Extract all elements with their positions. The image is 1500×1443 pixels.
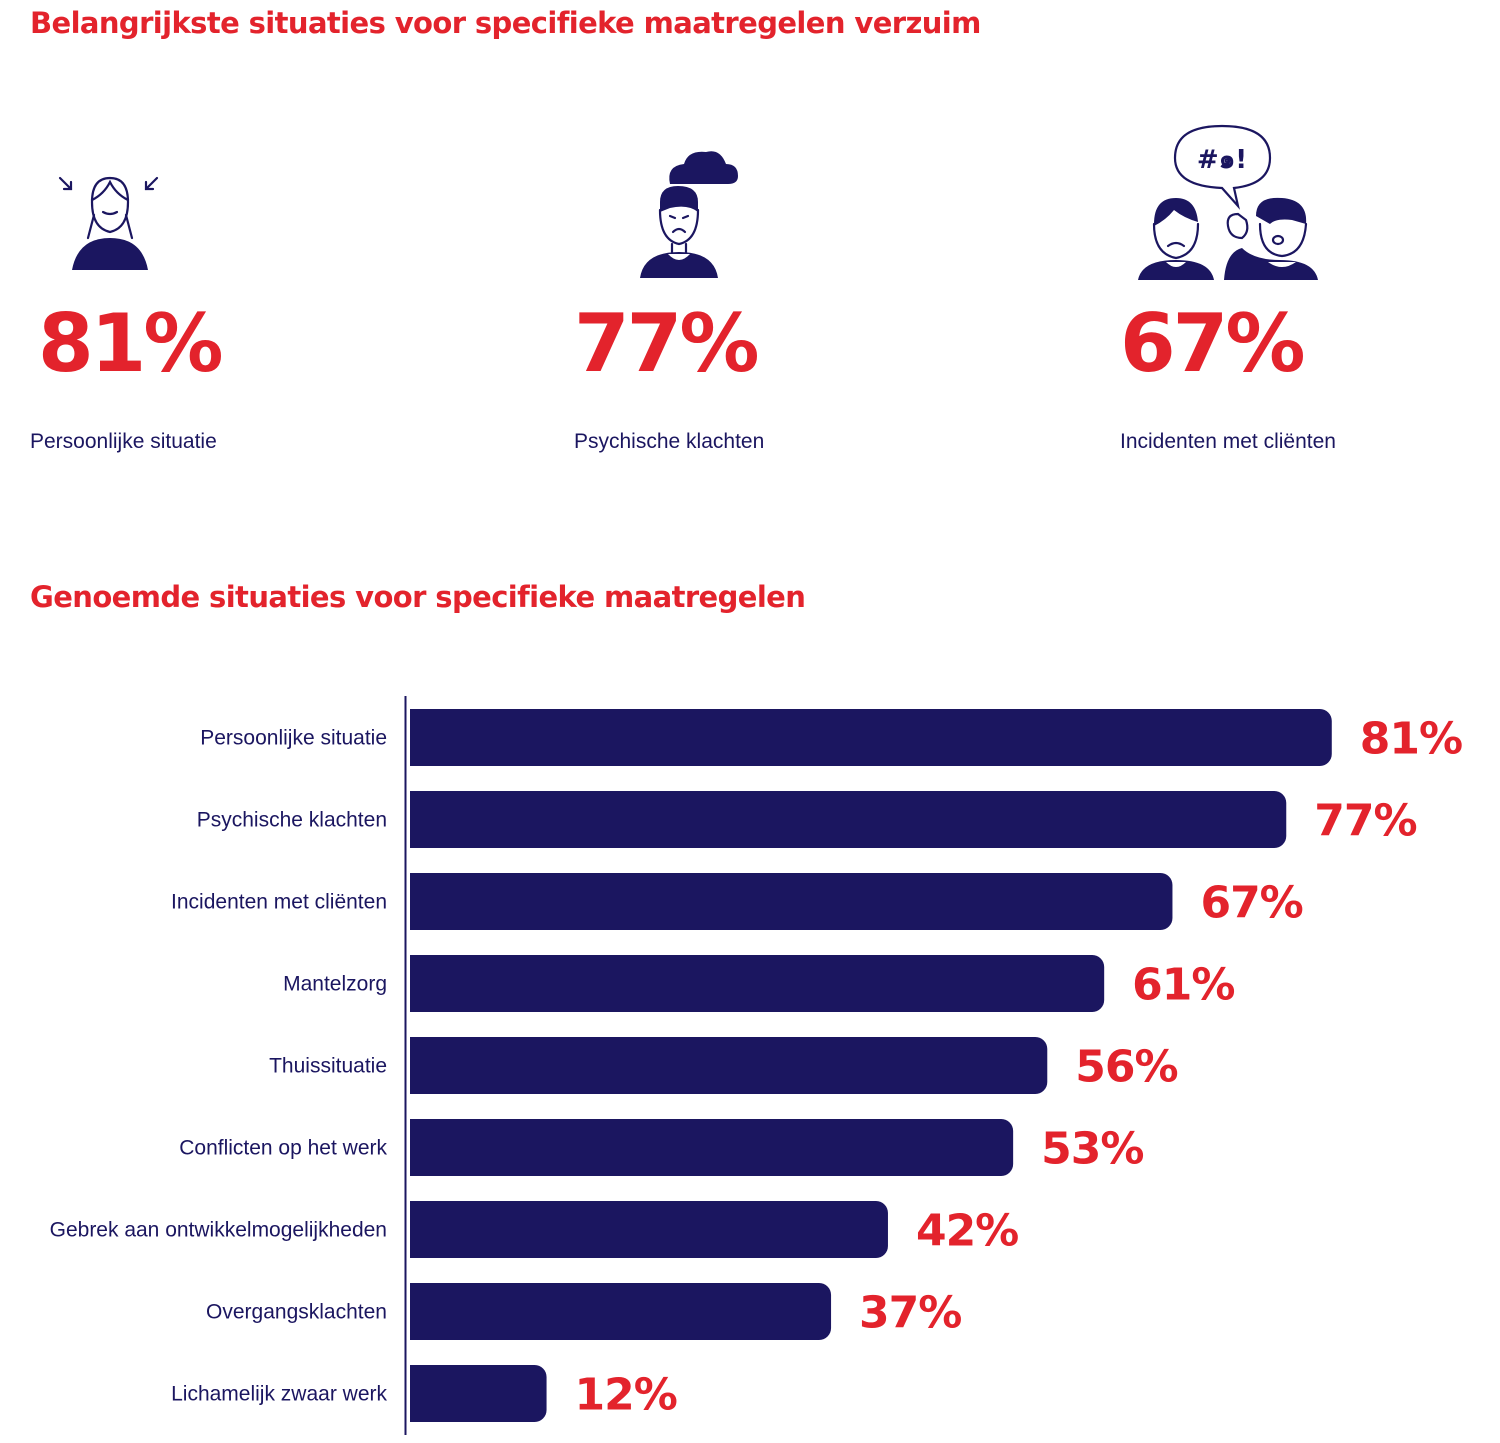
conflict-speech-icon: #๑! <box>1138 124 1318 280</box>
stressed-person-icon <box>58 176 159 270</box>
value-label: 77% <box>1314 796 1416 847</box>
bar <box>410 955 1105 1012</box>
bar-left-edge <box>410 955 430 1012</box>
value-label: 81% <box>1360 714 1462 765</box>
bar-left-edge <box>410 1201 430 1258</box>
bar <box>410 1037 1048 1094</box>
sad-person-cloud-icon <box>640 151 738 278</box>
category-label: Overgangsklachten <box>206 1301 387 1324</box>
value-label: 67% <box>1200 878 1302 929</box>
highlight-label: Persoonlijke situatie <box>30 430 217 453</box>
chart-title: Genoemde situaties voor specifieke maatr… <box>30 580 806 614</box>
highlight-value: 77% <box>574 297 759 390</box>
bar <box>410 873 1173 930</box>
bar-left-edge <box>410 709 430 766</box>
bar-left-edge <box>410 1037 430 1094</box>
value-label: 56% <box>1075 1042 1177 1093</box>
highlight-card: 81% Persoonlijke situatie <box>30 120 450 480</box>
highlight-value: 81% <box>38 297 223 390</box>
value-label: 42% <box>916 1206 1018 1257</box>
highlight-label: Incidenten met cliënten <box>1120 430 1336 453</box>
bar <box>410 709 1332 766</box>
value-label: 12% <box>575 1370 677 1421</box>
speech-bubble-text: #๑! <box>1197 145 1247 175</box>
bar-left-edge <box>410 1283 430 1340</box>
bar <box>410 1201 888 1258</box>
value-label: 61% <box>1132 960 1234 1011</box>
page-title: Belangrijkste situaties voor specifieke … <box>30 6 981 40</box>
bar <box>410 791 1287 848</box>
bar <box>410 1365 547 1422</box>
category-label: Incidenten met cliënten <box>171 891 387 914</box>
value-label: 53% <box>1041 1124 1143 1175</box>
highlight-value: 67% <box>1120 297 1305 390</box>
bar <box>410 1283 832 1340</box>
category-label: Conflicten op het werk <box>179 1137 387 1160</box>
category-label: Psychische klachten <box>197 809 387 832</box>
category-label: Mantelzorg <box>283 973 387 996</box>
category-label: Persoonlijke situatie <box>200 727 387 750</box>
category-label: Gebrek aan ontwikkelmogelijkheden <box>50 1219 387 1242</box>
bar-left-edge <box>410 791 430 848</box>
bar <box>410 1119 1014 1176</box>
highlight-card: #๑! 67% Incidenten met cliënten <box>1120 120 1500 480</box>
category-label: Thuissituatie <box>269 1055 387 1078</box>
value-label: 37% <box>859 1288 961 1339</box>
bar-left-edge <box>410 1119 430 1176</box>
highlight-label: Psychische klachten <box>574 430 765 453</box>
bar-chart: Persoonlijke situatie 81% Psychische klach… <box>50 696 1463 1435</box>
bar-left-edge <box>410 1365 430 1422</box>
category-label: Lichamelijk zwaar werk <box>171 1383 387 1406</box>
highlight-card: 77% Psychische klachten <box>574 120 994 480</box>
bar-left-edge <box>410 873 430 930</box>
